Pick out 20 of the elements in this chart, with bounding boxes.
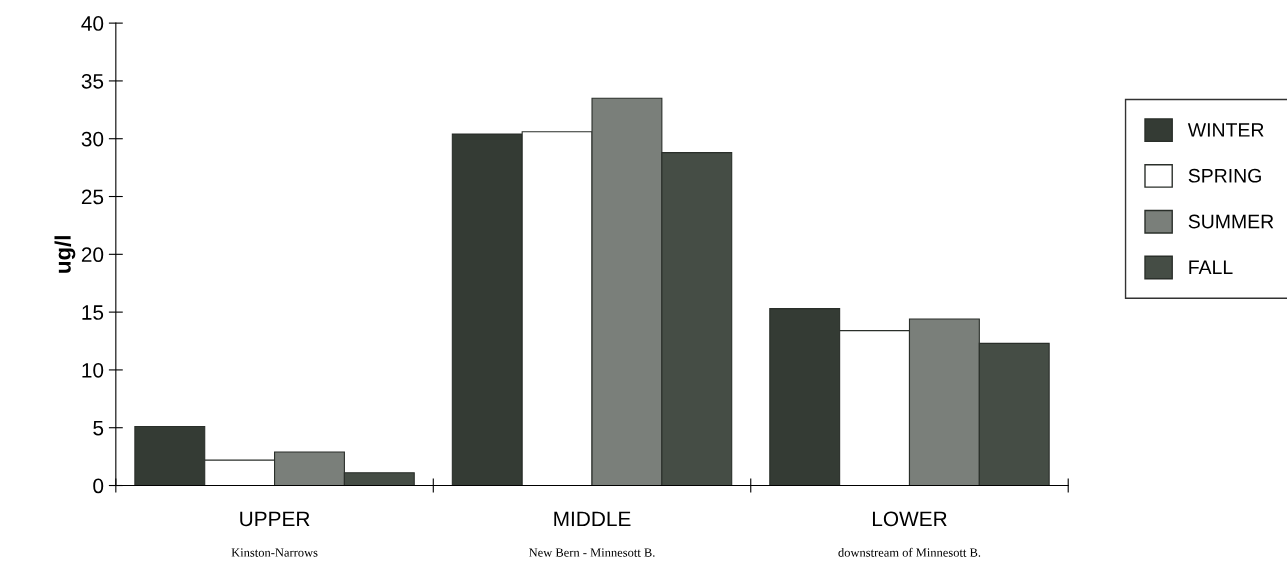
y-tick-label: 0 (93, 478, 104, 494)
y-tick-label: 35 (81, 73, 104, 89)
text: Kinston-Narrows (231, 548, 318, 557)
x-tick-label: MIDDLE (554, 511, 631, 527)
y-axis-title: ug/l (54, 236, 76, 273)
legend-label: WINTER (1187, 123, 1264, 137)
y-tick-label: 25 (81, 189, 104, 205)
legend-label: FALL (1189, 260, 1233, 274)
y-tick-label: 20 (81, 247, 104, 263)
x-tick-label: LOWER (872, 511, 947, 527)
y-tick-label: 10 (82, 362, 104, 378)
legend-label: SPRING (1188, 168, 1261, 183)
y-tick-label: 15 (82, 305, 104, 320)
x-tick-label: UPPER (240, 511, 310, 527)
text: New Bern - Minnesott B. (529, 548, 655, 557)
text: downstream of Minnesott B. (838, 547, 981, 557)
legend-label: SUMMER (1188, 214, 1274, 229)
y-tick-label: 40 (81, 16, 104, 31)
y-tick-label: 5 (93, 420, 104, 436)
y-tick-label: 30 (81, 131, 104, 147)
